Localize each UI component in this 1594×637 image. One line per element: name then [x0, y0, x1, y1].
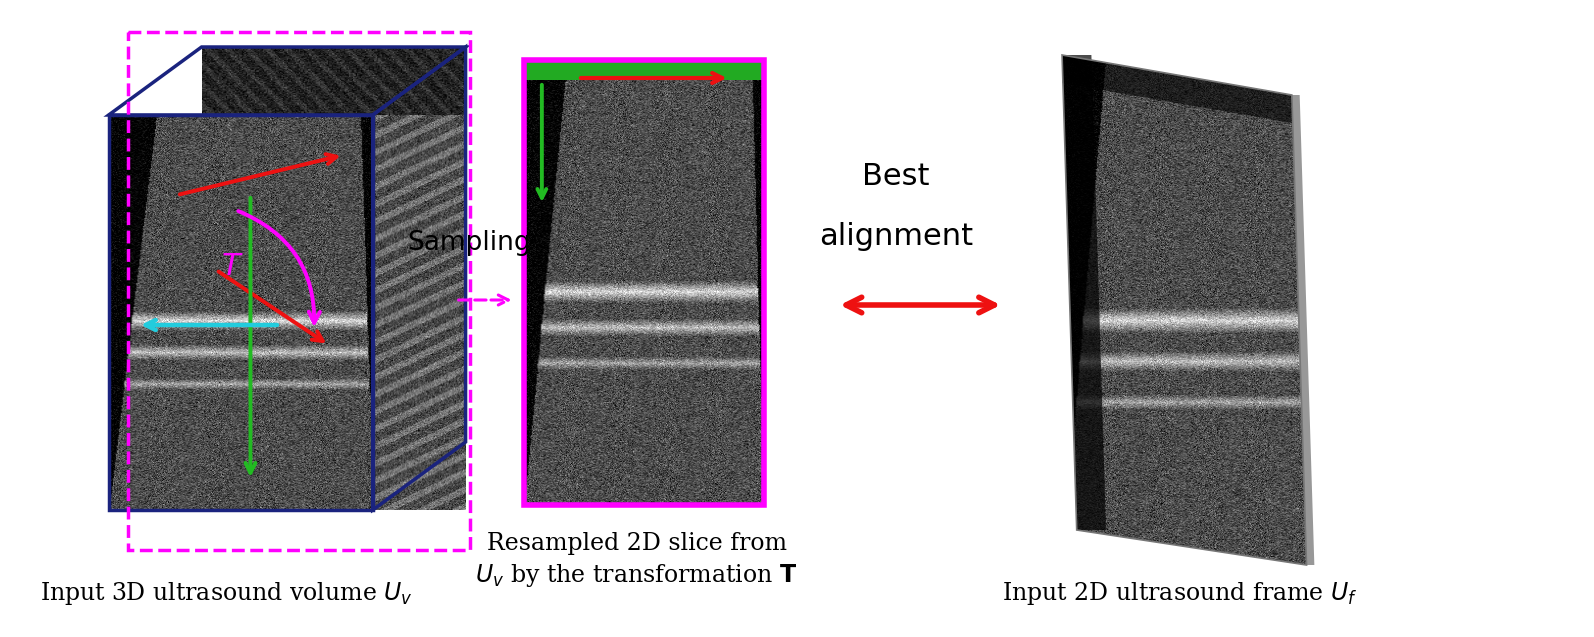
- Text: Input 2D ultrasound frame $U_f$: Input 2D ultrasound frame $U_f$: [1001, 580, 1356, 607]
- Bar: [524, 60, 764, 80]
- Text: $U_v$ by the transformation $\mathbf{T}$: $U_v$ by the transformation $\mathbf{T}$: [475, 562, 799, 589]
- Text: Resampled 2D slice from: Resampled 2D slice from: [486, 532, 787, 555]
- Polygon shape: [1062, 55, 1291, 123]
- Text: Sampling: Sampling: [406, 230, 531, 256]
- Polygon shape: [1291, 95, 1315, 565]
- Text: Best: Best: [862, 162, 929, 191]
- Text: $T$: $T$: [222, 251, 244, 282]
- FancyArrowPatch shape: [239, 211, 320, 323]
- Polygon shape: [1062, 55, 1106, 530]
- Text: alignment: alignment: [819, 222, 972, 251]
- Text: Input 3D ultrasound volume $U_v$: Input 3D ultrasound volume $U_v$: [40, 580, 413, 607]
- FancyArrowPatch shape: [459, 295, 508, 305]
